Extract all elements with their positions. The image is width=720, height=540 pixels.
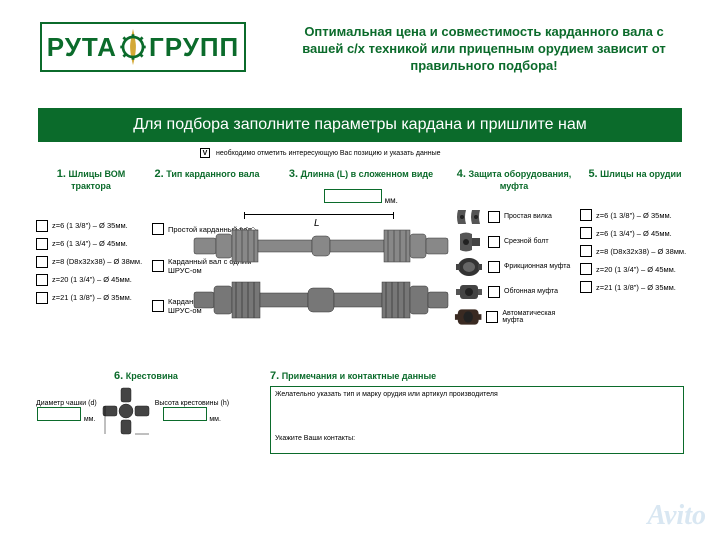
checkbox[interactable] (36, 220, 48, 232)
shaft-1-icon (192, 224, 450, 268)
checkbox[interactable] (36, 238, 48, 250)
banner: Для подбора заполните параметры кардана … (38, 108, 682, 142)
shaft-2-icon (192, 278, 450, 322)
logo: РУТА ГРУПП (40, 22, 246, 72)
logo-right: ГРУПП (149, 32, 239, 63)
checkbox[interactable] (580, 245, 592, 257)
section-6: 6. Крестовина Диаметр чашки (d) мм. Высо… (36, 370, 256, 436)
cup-diameter-input[interactable] (37, 407, 81, 421)
checkbox[interactable] (488, 286, 500, 298)
checkbox[interactable] (580, 227, 592, 239)
checkbox[interactable] (580, 209, 592, 221)
checkbox[interactable] (152, 300, 164, 312)
checkbox[interactable] (580, 263, 592, 275)
checkbox[interactable] (152, 223, 164, 235)
checkbox[interactable] (36, 292, 48, 304)
cross-height-input[interactable] (163, 407, 207, 421)
column-3: 3. Длинна (L) в сложенном виде мм. (276, 168, 446, 205)
checkbox[interactable] (580, 281, 592, 293)
column-5: 5. Шлицы на орудии z=6 (1 3/8") – Ø 35мм… (580, 168, 690, 299)
note: V необходимо отметить интересующую Вас п… (200, 148, 441, 158)
note-text: необходимо отметить интересующую Вас поз… (216, 150, 441, 157)
length-bracket (244, 214, 394, 215)
shaft-illustrations (192, 224, 450, 332)
checkbox[interactable] (488, 261, 500, 273)
logo-gear-icon (119, 27, 147, 67)
checkbox[interactable] (36, 256, 48, 268)
notes-hint-1: Желательно указать тип и марку орудия ил… (275, 391, 679, 398)
checkbox[interactable] (486, 311, 498, 323)
coupling-auto-icon (454, 306, 482, 328)
cross-icon (101, 386, 151, 436)
note-check-icon: V (200, 148, 210, 158)
section-7: 7. Примечания и контактные данные Желате… (270, 370, 684, 454)
coupling-yoke-icon (454, 206, 484, 228)
notes-box[interactable]: Желательно указать тип и марку орудия ил… (270, 386, 684, 454)
coupling-friction-icon (454, 256, 484, 278)
column-1: 1. Шлицы ВОМ трактора z=6 (1 3/8") – Ø 3… (36, 168, 146, 310)
logo-left: РУТА (47, 32, 117, 63)
length-input[interactable] (324, 189, 382, 203)
checkbox[interactable] (488, 211, 500, 223)
header-text: Оптимальная цена и совместимость карданн… (284, 24, 684, 75)
coupling-overrun-icon (454, 281, 484, 303)
coupling-bolt-icon (454, 231, 484, 253)
notes-hint-2: Укажите Ваши контакты: (275, 435, 355, 442)
checkbox[interactable] (152, 260, 164, 272)
column-4: 4. Защита оборудования, муфта Простая ви… (454, 168, 574, 331)
watermark: Avito (647, 500, 706, 532)
checkbox[interactable] (488, 236, 500, 248)
checkbox[interactable] (36, 274, 48, 286)
